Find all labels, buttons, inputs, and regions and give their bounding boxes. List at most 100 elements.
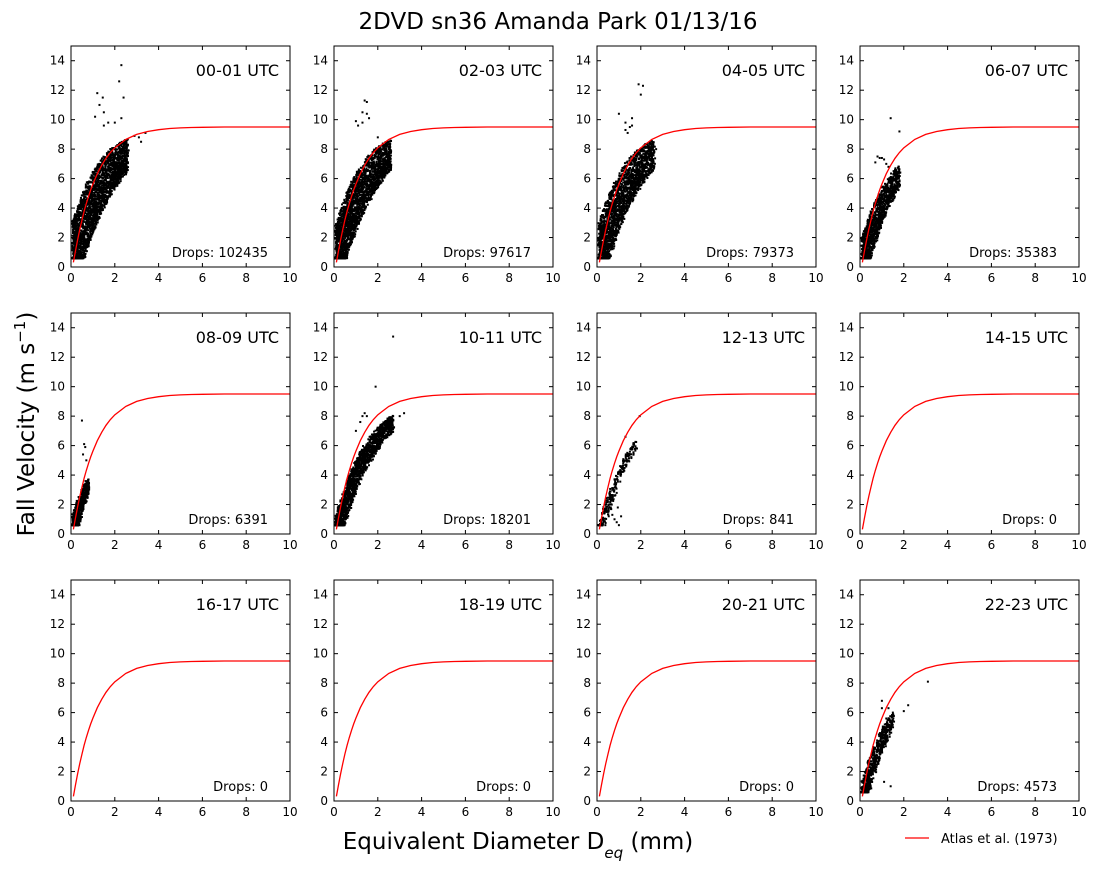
data-point [342, 219, 345, 222]
data-point [382, 165, 385, 168]
data-point [355, 211, 358, 214]
data-point [144, 131, 147, 134]
data-point [96, 213, 99, 216]
data-point [358, 181, 361, 184]
data-point [102, 189, 105, 192]
data-point [116, 148, 119, 151]
data-point [75, 218, 78, 221]
data-point [361, 179, 364, 182]
data-point [103, 172, 106, 175]
data-point [86, 216, 89, 219]
data-point [80, 248, 83, 251]
data-point [367, 160, 370, 163]
data-point [346, 234, 349, 237]
data-point [369, 169, 372, 172]
data-point [119, 158, 122, 161]
data-point [113, 173, 116, 176]
data-point [346, 201, 349, 204]
data-point [102, 172, 105, 175]
data-point [115, 180, 118, 183]
data-point [350, 235, 353, 238]
data-point [388, 163, 391, 166]
data-point [73, 223, 76, 226]
data-point [83, 236, 86, 239]
data-point [72, 224, 75, 227]
data-point [92, 188, 95, 191]
data-point [110, 187, 113, 190]
data-point [354, 209, 357, 212]
data-point [371, 151, 374, 154]
data-point [96, 167, 99, 170]
data-point [352, 203, 355, 206]
data-point [107, 169, 110, 172]
data-point [100, 212, 103, 215]
y-axis-title-main: Fall Velocity (m s [14, 343, 40, 537]
x-axis-title-main: Equivalent Diameter D [343, 829, 605, 855]
data-point [109, 194, 112, 197]
data-point [98, 175, 101, 178]
data-point [352, 194, 355, 197]
data-point [385, 162, 388, 165]
data-point [94, 180, 97, 183]
data-point [340, 223, 343, 226]
data-point [126, 169, 129, 172]
data-point [381, 173, 384, 176]
data-point [78, 255, 81, 258]
data-point [85, 250, 88, 253]
data-point [349, 214, 352, 217]
data-point [358, 214, 361, 217]
data-point [364, 171, 367, 174]
data-point [369, 195, 372, 198]
data-point [378, 171, 381, 174]
data-point [372, 162, 375, 165]
data-point [354, 222, 357, 225]
data-point [109, 189, 112, 192]
data-point [347, 209, 350, 212]
data-point [93, 210, 96, 213]
data-point [118, 170, 121, 173]
data-point [117, 167, 120, 170]
data-point [84, 196, 87, 199]
data-point [111, 174, 114, 177]
data-point [374, 185, 377, 188]
data-point [356, 203, 359, 206]
data-point [111, 151, 114, 154]
data-point [119, 162, 122, 165]
data-point [387, 150, 390, 153]
data-point [79, 196, 82, 199]
data-point [109, 186, 112, 189]
data-point [371, 166, 374, 169]
data-point [356, 219, 359, 222]
data-point [346, 230, 349, 233]
data-point [389, 139, 392, 142]
data-point [91, 214, 94, 217]
data-point [335, 238, 338, 241]
data-point [372, 179, 375, 182]
data-point [365, 176, 368, 179]
data-point [346, 250, 349, 253]
data-point [367, 154, 370, 157]
data-point [95, 197, 98, 200]
data-point [75, 234, 78, 237]
data-point [104, 179, 107, 182]
data-point [85, 231, 88, 234]
data-point [87, 229, 90, 232]
data-point [348, 193, 351, 196]
data-point [353, 235, 356, 238]
data-point [369, 185, 372, 188]
data-point [85, 246, 88, 249]
x-tick-label: 4 [155, 271, 163, 285]
data-point [81, 219, 84, 222]
data-point [120, 165, 123, 168]
data-point [382, 167, 385, 170]
data-point [347, 248, 350, 251]
data-point [105, 163, 108, 166]
data-point [370, 166, 373, 169]
data-point [98, 191, 101, 194]
data-point [120, 64, 123, 67]
data-point [88, 211, 91, 214]
data-point [75, 224, 78, 227]
data-point [76, 247, 79, 250]
data-point [120, 151, 123, 154]
data-point [89, 207, 92, 210]
